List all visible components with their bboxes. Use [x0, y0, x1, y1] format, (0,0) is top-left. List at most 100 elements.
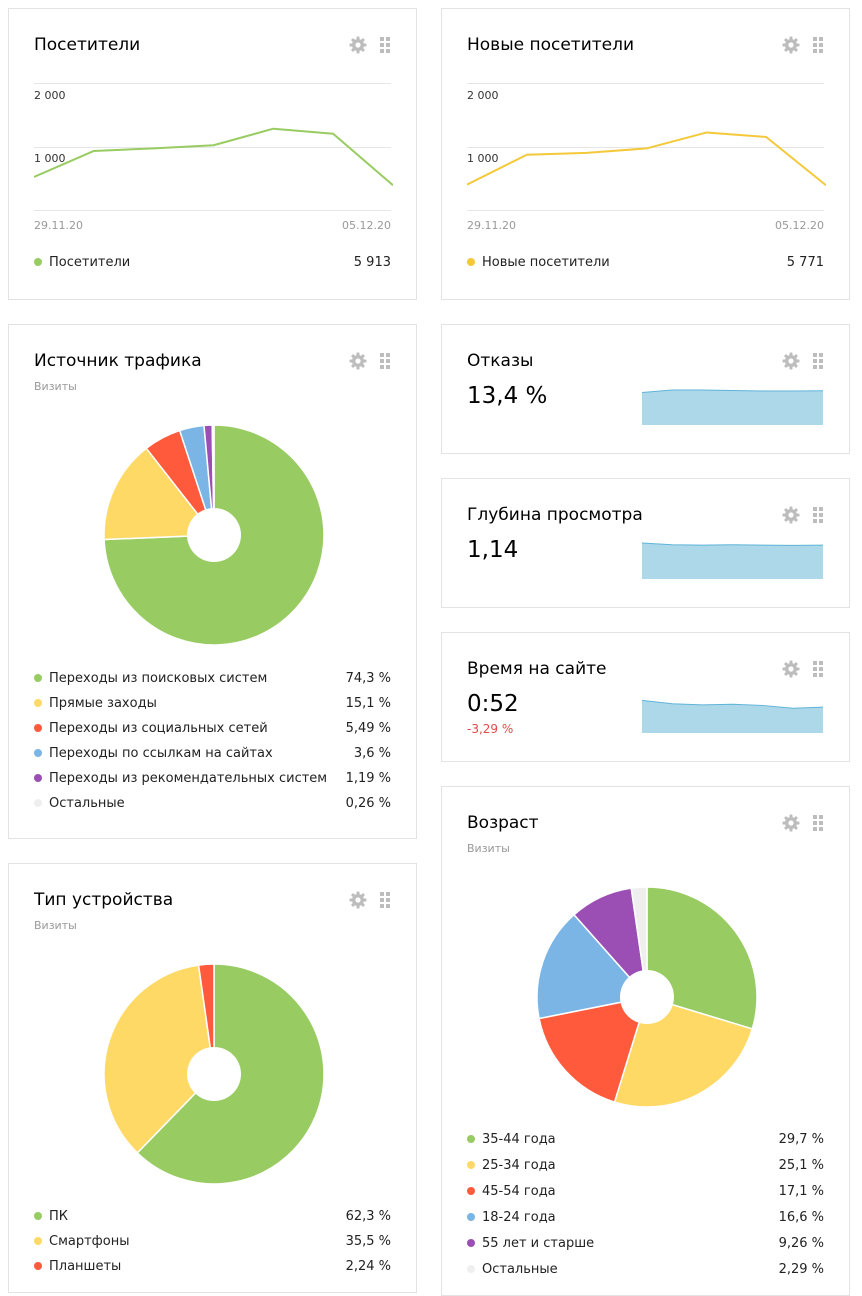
gear-hole	[788, 358, 794, 364]
x-tick-label-end: 05.12.20	[342, 219, 391, 232]
drag-handle-icon[interactable]	[813, 661, 823, 677]
gear-icon[interactable]	[349, 352, 367, 370]
drag-handle-icon[interactable]	[380, 353, 390, 369]
drag-dot	[819, 827, 823, 831]
drag-handle-icon[interactable]	[380, 892, 390, 908]
legend-item[interactable]: Остальные 2,29 %	[467, 1260, 824, 1278]
gear-icon[interactable]	[782, 36, 800, 54]
legend-item[interactable]: 45-54 года 17,1 %	[467, 1182, 824, 1200]
legend-item[interactable]: Остальные 0,26 %	[34, 794, 391, 812]
legend-item[interactable]: Переходы из рекомендательных систем 1,19 …	[34, 769, 391, 787]
pie-slice[interactable]	[613, 996, 754, 1108]
legend-value: 2,29 %	[778, 1261, 824, 1277]
drag-dot	[819, 815, 823, 819]
age-pie-chart	[536, 886, 758, 1108]
drag-dot	[813, 43, 817, 47]
legend-dot	[34, 1237, 42, 1245]
drag-dot	[380, 904, 384, 908]
gear-icon[interactable]	[349, 891, 367, 909]
traffic-pie-chart	[103, 424, 325, 646]
legend-dot	[34, 258, 42, 266]
drag-handle-icon[interactable]	[813, 815, 823, 831]
sparkline-area	[642, 390, 823, 425]
drag-handle-icon[interactable]	[813, 37, 823, 53]
widget-controls	[782, 506, 823, 524]
drag-dot	[813, 513, 817, 517]
legend-item[interactable]: Прямые заходы 15,1 %	[34, 694, 391, 712]
legend-item[interactable]: Новые посетители 5 771	[467, 253, 824, 271]
x-tick-label-end: 05.12.20	[775, 219, 824, 232]
legend-value: 1,19 %	[345, 770, 391, 786]
drag-dot	[386, 37, 390, 41]
legend-value: 16,6 %	[778, 1209, 824, 1225]
legend-item[interactable]: Смартфоны 35,5 %	[34, 1232, 391, 1250]
drag-dot	[813, 37, 817, 41]
visitors-widget: Посетители 2 000 1 000 29.11.20 05.12.20…	[8, 8, 417, 300]
gear-icon[interactable]	[782, 506, 800, 524]
legend-dot	[34, 749, 42, 757]
drag-dot	[380, 37, 384, 41]
pie-hole	[187, 1047, 241, 1101]
pie-slice[interactable]	[103, 964, 215, 1154]
gear-icon-graphic	[349, 891, 367, 909]
gear-icon-graphic	[349, 352, 367, 370]
widget-controls	[349, 891, 390, 909]
pie-slice[interactable]	[197, 963, 215, 1075]
legend-dot	[467, 1239, 475, 1247]
pie-slice[interactable]	[103, 447, 216, 541]
drag-dot	[819, 513, 823, 517]
gear-icon-graphic	[782, 36, 800, 54]
pie-slice[interactable]	[538, 996, 649, 1104]
gear-icon[interactable]	[782, 660, 800, 678]
legend-label: 35-44 года	[482, 1131, 556, 1147]
legend-item[interactable]: 55 лет и старше 9,26 %	[467, 1234, 824, 1252]
drag-dot	[386, 43, 390, 47]
pie-slice[interactable]	[536, 913, 649, 1020]
legend-item[interactable]: Переходы по ссылкам на сайтах 3,6 %	[34, 744, 391, 762]
drag-handle-icon[interactable]	[380, 37, 390, 53]
legend-item[interactable]: 35-44 года 29,7 %	[467, 1130, 824, 1148]
legend-item[interactable]: 18-24 года 16,6 %	[467, 1208, 824, 1226]
legend-label: ПК	[49, 1208, 69, 1224]
legend-item[interactable]: Переходы из поисковых систем 74,3 %	[34, 669, 391, 687]
drag-dot	[386, 359, 390, 363]
pie-slice[interactable]	[211, 424, 215, 536]
legend-label: Посетители	[49, 254, 131, 270]
legend-label: Переходы по ссылкам на сайтах	[49, 745, 273, 761]
traffic-source-widget: Источник трафика Визиты Переходы из поис…	[8, 324, 417, 839]
pie-slice[interactable]	[646, 886, 758, 1030]
legend-dot	[34, 699, 42, 707]
legend-value: 29,7 %	[778, 1131, 824, 1147]
page-depth-widget: Глубина просмотра 1,14	[441, 478, 850, 608]
gear-hole	[788, 42, 794, 48]
legend-value: 3,6 %	[353, 745, 391, 761]
legend-value: 5 771	[786, 254, 824, 270]
legend-item[interactable]: Посетители 5 913	[34, 253, 391, 271]
drag-dot	[813, 365, 817, 369]
pie-slice[interactable]	[630, 886, 648, 998]
gear-icon[interactable]	[782, 814, 800, 832]
legend-label: 18-24 года	[482, 1209, 556, 1225]
time-sparkline	[642, 699, 823, 733]
gear-icon[interactable]	[782, 352, 800, 370]
drag-dot	[819, 37, 823, 41]
gear-hole	[788, 666, 794, 672]
drag-dot	[819, 353, 823, 357]
drag-dot	[819, 661, 823, 665]
drag-handle-icon[interactable]	[813, 507, 823, 523]
drag-dot	[380, 49, 384, 53]
drag-dot	[813, 827, 817, 831]
gridline	[467, 83, 824, 84]
pie-hole	[187, 508, 241, 562]
drag-icon-graphic	[380, 892, 390, 908]
widget-title: Глубина просмотра	[467, 505, 643, 525]
legend-item[interactable]: ПК 62,3 %	[34, 1207, 391, 1225]
legend-dot	[34, 724, 42, 732]
drag-handle-icon[interactable]	[813, 353, 823, 369]
legend-item[interactable]: Планшеты 2,24 %	[34, 1257, 391, 1275]
legend-dot	[467, 1161, 475, 1169]
legend-item[interactable]: 25-34 года 25,1 %	[467, 1156, 824, 1174]
bounce-rate-widget: Отказы 13,4 %	[441, 324, 850, 454]
gear-icon[interactable]	[349, 36, 367, 54]
legend-item[interactable]: Переходы из социальных сетей 5,49 %	[34, 719, 391, 737]
